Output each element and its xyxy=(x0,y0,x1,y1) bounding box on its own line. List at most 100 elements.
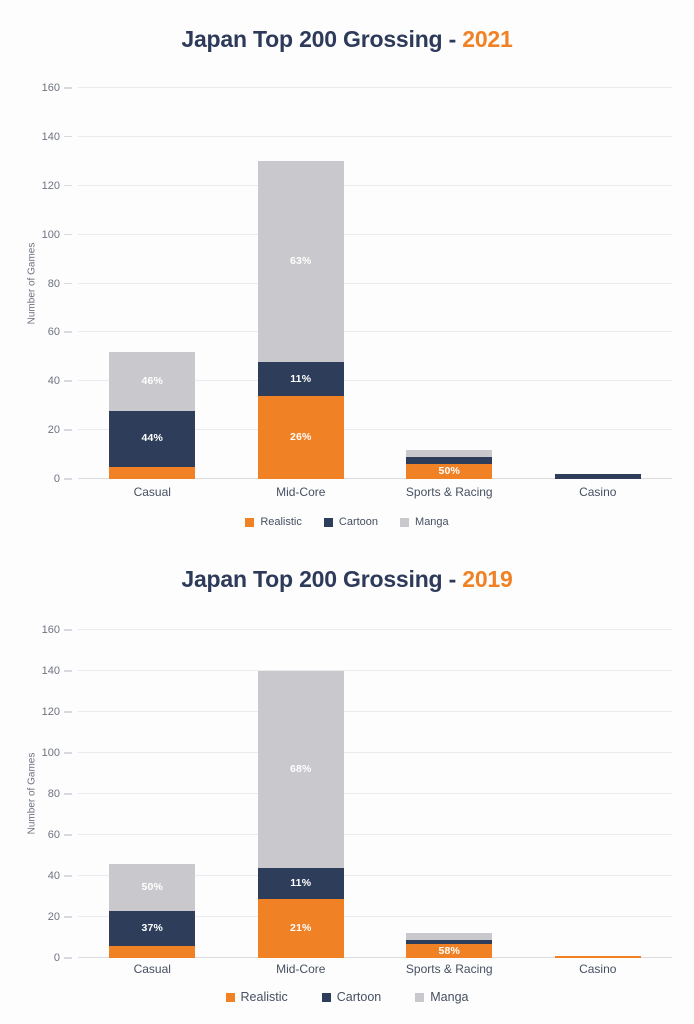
chart-title-main: Japan Top 200 Grossing - xyxy=(181,26,457,52)
bar-segment-cartoon: 37% xyxy=(109,910,196,946)
stacked-bar: 58% xyxy=(406,630,493,958)
segment-percent-label: 44% xyxy=(141,432,164,445)
plot-area: 0 20 40 60 80 100 120 140 160 44% 46% 26% 11% 63% 50% xyxy=(42,82,672,485)
bar-segment-cartoon: 11% xyxy=(257,361,344,396)
y-tick-label: 140 xyxy=(41,665,60,677)
y-tick-label: 100 xyxy=(41,747,60,759)
x-axis-labels: Casual Mid-Core Sports & Racing Casino xyxy=(78,485,672,499)
bar-segment-manga xyxy=(406,933,493,940)
segment-percent-label: 58% xyxy=(438,944,461,957)
x-category-label: Sports & Racing xyxy=(405,485,493,499)
legend: Realistic Cartoon Manga xyxy=(0,516,694,528)
bar-segment-manga: 63% xyxy=(257,161,344,362)
bar-segment-realistic: 58% xyxy=(406,943,493,958)
x-category-label: Casual xyxy=(133,962,171,976)
gridline xyxy=(64,233,672,236)
legend-label: Manga xyxy=(415,516,449,528)
bar-segment-cartoon xyxy=(406,457,493,465)
gridline xyxy=(64,711,672,713)
legend-swatch-icon xyxy=(225,992,235,1002)
chart-title-year: 2021 xyxy=(462,26,513,52)
x-category-label: Casual xyxy=(133,485,171,499)
y-tick-label: 20 xyxy=(47,424,60,437)
chart-title-year: 2019 xyxy=(462,566,513,592)
segment-percent-label: 63% xyxy=(289,255,312,268)
bar-column-sports-racing: 50% xyxy=(375,88,524,479)
segment-percent-label: 11% xyxy=(290,876,312,889)
legend-label: Cartoon xyxy=(338,516,379,528)
y-tick-label: 120 xyxy=(41,179,60,192)
x-category-label: Sports & Racing xyxy=(405,962,493,976)
y-tick-label: 120 xyxy=(41,706,60,718)
stacked-bar xyxy=(554,88,641,479)
legend-item-realistic: Realistic xyxy=(245,516,302,528)
bar-column-mid-core: 21% 11% 68% xyxy=(227,630,376,958)
bar-column-mid-core: 26% 11% 63% xyxy=(227,88,376,479)
gridline xyxy=(64,957,672,959)
y-tick-label: 40 xyxy=(47,870,60,882)
segment-percent-label: 26% xyxy=(289,431,312,444)
gridline xyxy=(64,184,672,187)
chart-title: Japan Top 200 Grossing - 2021 xyxy=(0,26,694,53)
segment-percent-label: 68% xyxy=(289,763,312,776)
legend-item-cartoon: Cartoon xyxy=(323,516,379,528)
bar-segment-cartoon: 44% xyxy=(109,410,196,467)
legend-label: Cartoon xyxy=(336,990,382,1004)
bar-segment-realistic xyxy=(554,955,641,958)
gridline xyxy=(64,135,672,138)
segment-percent-label: 21% xyxy=(289,922,312,935)
legend-item-manga: Manga xyxy=(415,990,468,1004)
y-tick-label: 20 xyxy=(47,911,60,923)
y-tick-label: 0 xyxy=(53,952,60,964)
bar-column-sports-racing: 58% xyxy=(375,630,524,958)
bars-row: 37% 50% 21% 11% 68% 58% xyxy=(78,630,672,958)
legend-label: Realistic xyxy=(240,990,288,1004)
chart-title-main: Japan Top 200 Grossing - xyxy=(181,566,457,592)
chart-title: Japan Top 200 Grossing - 2019 xyxy=(0,566,694,593)
y-tick-label: 80 xyxy=(47,277,60,290)
gridline xyxy=(64,875,672,877)
legend-swatch-icon xyxy=(321,992,331,1002)
gridline xyxy=(64,478,672,480)
stacked-bar: 44% 46% xyxy=(109,88,196,479)
bar-column-casino xyxy=(524,630,673,958)
gridline xyxy=(64,87,672,89)
gridline xyxy=(64,331,672,333)
y-tick-label: 160 xyxy=(41,624,60,636)
gridline xyxy=(64,752,672,754)
bar-segment-manga: 68% xyxy=(257,671,344,868)
bar-segment-realistic: 21% xyxy=(257,898,344,958)
chart-2019: Japan Top 200 Grossing - 2019 Number of … xyxy=(0,545,694,1024)
x-category-label: Casino xyxy=(579,485,617,499)
x-category-label: Casino xyxy=(579,962,617,976)
x-axis-labels: Casual Mid-Core Sports & Racing Casino xyxy=(78,962,672,976)
gridline xyxy=(64,629,672,631)
stacked-bar xyxy=(554,630,641,958)
y-tick-label: 140 xyxy=(41,130,60,143)
segment-percent-label: 37% xyxy=(141,922,164,935)
bar-segment-realistic: 50% xyxy=(406,464,493,479)
gridline xyxy=(64,916,672,918)
gridline xyxy=(64,793,672,795)
legend-label: Manga xyxy=(430,990,469,1004)
y-tick-label: 40 xyxy=(47,375,60,388)
y-tick-label: 80 xyxy=(47,788,60,800)
bar-segment-cartoon: 11% xyxy=(257,867,344,899)
segment-percent-label: 11% xyxy=(290,372,312,385)
bar-segment-manga: 50% xyxy=(109,863,196,911)
bars-row: 44% 46% 26% 11% 63% 50% xyxy=(78,88,672,479)
stacked-bar: 21% 11% 68% xyxy=(257,630,344,958)
legend-swatch-icon xyxy=(400,517,410,527)
y-tick-label: 160 xyxy=(41,82,60,94)
gridline xyxy=(64,380,672,382)
y-tick-label: 0 xyxy=(53,473,60,485)
legend-swatch-icon xyxy=(323,517,333,527)
plot-area: 0 20 40 60 80 100 120 140 160 37% 50% 21% 11% 68% 58% xyxy=(42,624,672,964)
x-category-label: Mid-Core xyxy=(276,485,326,499)
legend-item-realistic: Realistic xyxy=(225,990,288,1004)
legend-swatch-icon xyxy=(245,517,255,527)
y-tick-label: 60 xyxy=(47,326,60,339)
bar-column-casino xyxy=(524,88,673,479)
x-category-label: Mid-Core xyxy=(276,962,326,976)
